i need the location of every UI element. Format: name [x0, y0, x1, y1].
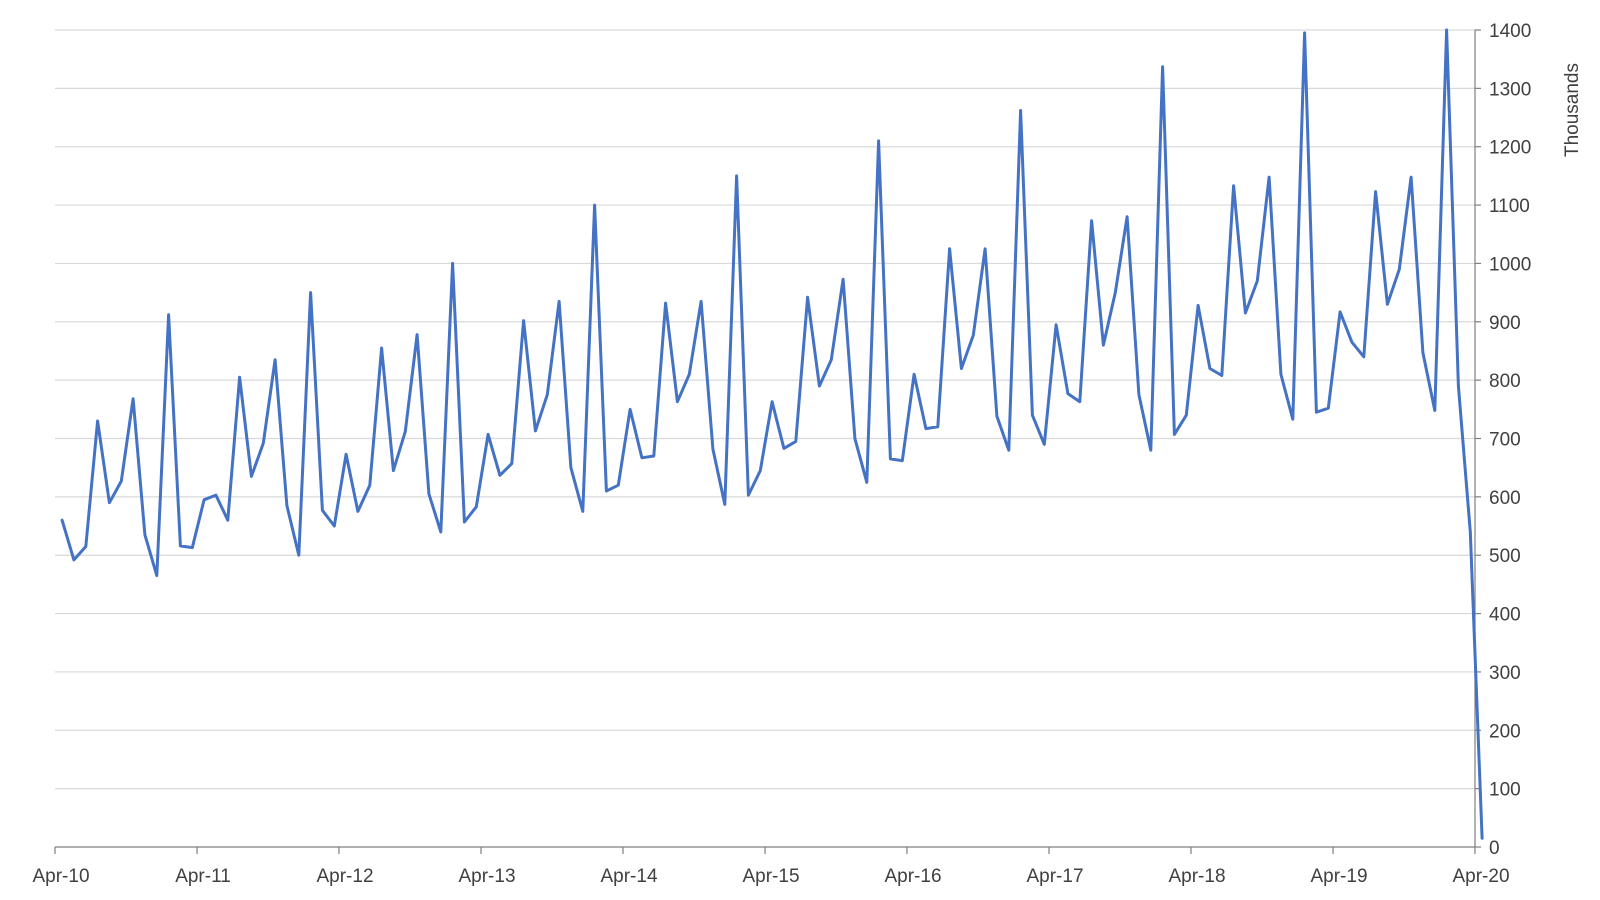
- x-tick-label: Apr-15: [742, 866, 799, 887]
- y-tick-label: 300: [1489, 663, 1521, 684]
- y-tick-label: 400: [1489, 605, 1521, 626]
- y-tick-label: 100: [1489, 780, 1521, 801]
- x-tick-label: Apr-17: [1026, 866, 1083, 887]
- y-tick-label: 1400: [1489, 21, 1531, 42]
- series-line: [60, 28, 1484, 840]
- y-tick-label: 200: [1489, 721, 1521, 742]
- y-tick-label: 600: [1489, 488, 1521, 509]
- y-tick-label: 1000: [1489, 254, 1531, 275]
- y-tick-label: 800: [1489, 371, 1521, 392]
- x-axis-tick-labels: Apr-10 Apr-11 Apr-12 Apr-13 Apr-14 Apr-15 Apr-…: [32, 866, 1509, 887]
- x-tick-label: Apr-20: [1452, 866, 1509, 887]
- x-tick-label: Apr-19: [1310, 866, 1367, 887]
- x-tick-label: Apr-16: [884, 866, 941, 887]
- y-tick-label: 500: [1489, 546, 1521, 567]
- y-tick-label: 1200: [1489, 138, 1531, 159]
- y-tick-label: 1100: [1489, 196, 1530, 217]
- x-tick-label: Apr-18: [1168, 866, 1225, 887]
- y-tick-label: 700: [1489, 430, 1521, 451]
- y-axis-label: Thousands: [1562, 63, 1583, 157]
- x-tick-label: Apr-14: [600, 866, 657, 887]
- series-layer: [60, 28, 1484, 840]
- y-tick-label: 900: [1489, 313, 1521, 334]
- x-tick-label: Apr-13: [458, 866, 515, 887]
- x-tick-label: Apr-10: [32, 866, 89, 887]
- y-axis-tick-labels: 0 100 200 300 400 500 600 700 800 900 1000 1100 1200…: [1489, 21, 1531, 859]
- x-tick-label: Apr-11: [175, 866, 231, 887]
- y-tick-label: 0: [1489, 838, 1500, 859]
- y-tick-label: 1300: [1489, 79, 1531, 100]
- gridlines: [55, 29, 1475, 790]
- x-tick-label: Apr-12: [316, 866, 373, 887]
- axes: [54, 29, 1481, 854]
